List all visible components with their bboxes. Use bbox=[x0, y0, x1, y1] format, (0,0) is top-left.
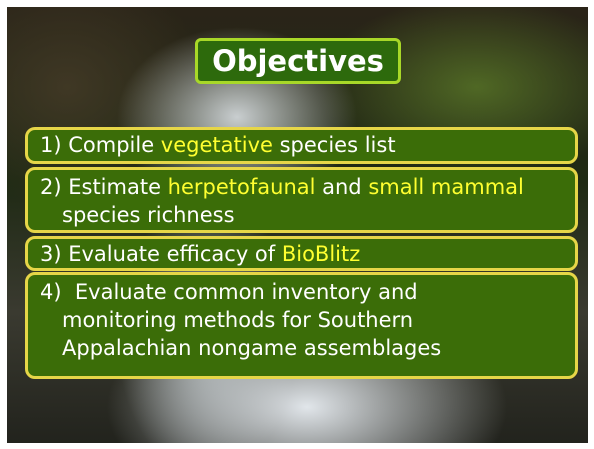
objective-line: 1) Compile vegetative species list bbox=[40, 131, 575, 159]
objective-text: and bbox=[315, 175, 369, 199]
objective-line: species richness bbox=[40, 201, 575, 229]
objective-line: 2) Estimate herpetofaunal and small mamm… bbox=[40, 173, 575, 201]
highlight-text: herpetofaunal bbox=[167, 175, 316, 199]
objective-text: Appalachian nongame assemblages bbox=[62, 336, 442, 360]
objective-line: monitoring methods for Southern bbox=[40, 306, 575, 334]
objective-box: 1) Compile vegetative species list bbox=[25, 127, 578, 164]
slide: Objectives 1) Compile vegetative species… bbox=[7, 7, 588, 443]
highlight-text: BioBlitz bbox=[281, 242, 361, 266]
objective-line: 3) Evaluate efficacy of BioBlitz bbox=[40, 240, 575, 268]
objective-text: monitoring methods for Southern bbox=[62, 308, 414, 332]
objective-line: Appalachian nongame assemblages bbox=[40, 334, 575, 362]
objective-text: 4) Evaluate common inventory and bbox=[40, 280, 418, 304]
objective-text: 1) Compile bbox=[40, 133, 161, 157]
objective-text: species list bbox=[272, 133, 396, 157]
objective-box: 4) Evaluate common inventory and monitori… bbox=[25, 272, 578, 379]
highlight-text: small mammal bbox=[368, 175, 524, 199]
objective-box: 3) Evaluate efficacy of BioBlitz bbox=[25, 236, 578, 271]
objective-line: 4) Evaluate common inventory and bbox=[40, 278, 575, 306]
objective-text: 2) Estimate bbox=[40, 175, 168, 199]
highlight-text: vegetative bbox=[160, 133, 273, 157]
objective-text: species richness bbox=[62, 203, 235, 227]
objective-text: 3) Evaluate efficacy of bbox=[40, 242, 282, 266]
slide-title: Objectives bbox=[195, 38, 401, 84]
objective-box: 2) Estimate herpetofaunal and small mamm… bbox=[25, 167, 578, 233]
